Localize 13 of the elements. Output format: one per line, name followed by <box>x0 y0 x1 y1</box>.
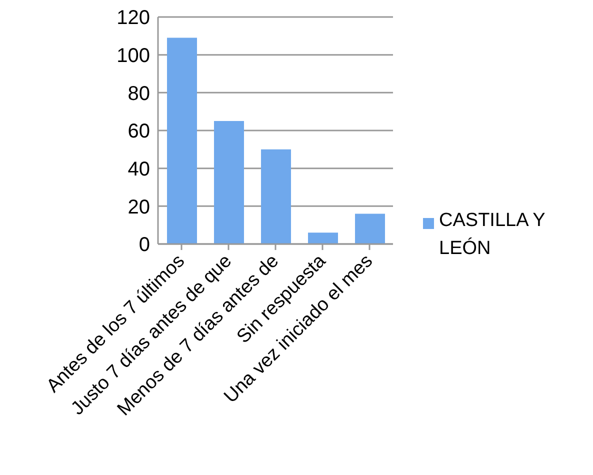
y-tick-label: 40 <box>128 158 150 180</box>
bar <box>308 232 338 244</box>
y-tick-label: 0 <box>138 234 150 256</box>
bar <box>214 121 244 244</box>
bar <box>261 149 291 244</box>
y-tick-label: 80 <box>128 82 150 105</box>
y-tick-label: 20 <box>128 196 150 218</box>
bar <box>355 214 385 244</box>
y-tick-label: 60 <box>128 120 150 143</box>
y-tick-label: 100 <box>116 44 150 67</box>
y-tick-label: 120 <box>116 7 150 30</box>
legend-label: CASTILLA Y LEÓN <box>439 209 546 261</box>
bar <box>167 38 197 244</box>
